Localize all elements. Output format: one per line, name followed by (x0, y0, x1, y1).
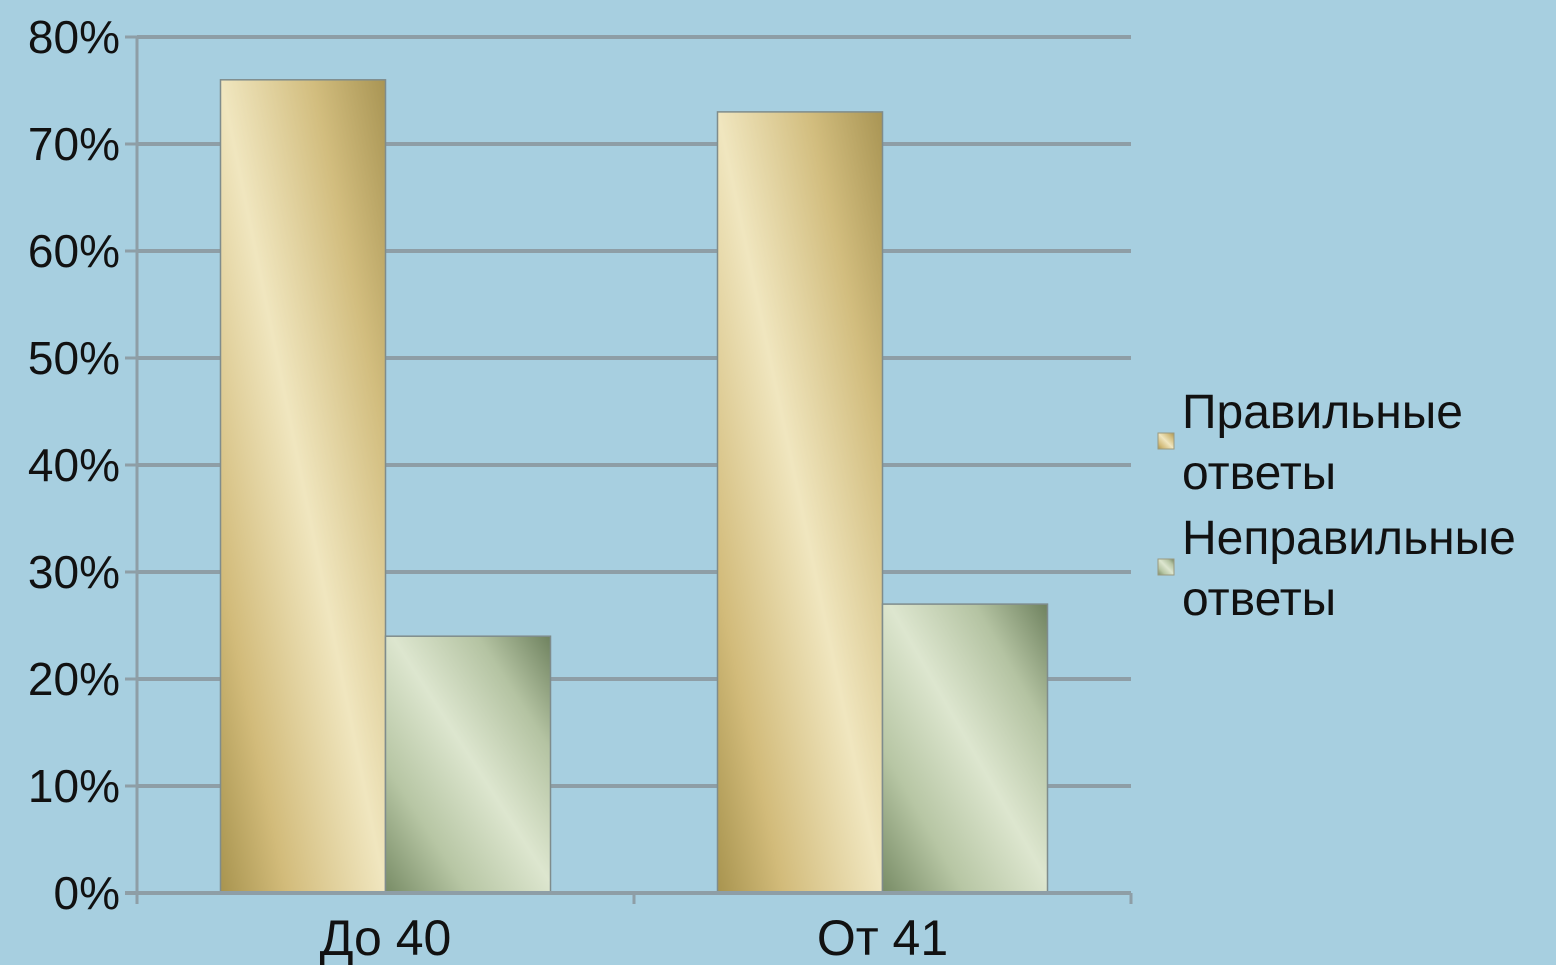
y-tick-label: 80% (28, 11, 120, 63)
y-tick-labels: 0% 10% 20% 30% 40% 50% 60% 70% 80% (28, 11, 120, 919)
bar (384, 635, 552, 894)
x-category-label: От 41 (817, 910, 948, 965)
bar (881, 603, 1049, 894)
y-tick-label: 50% (28, 332, 120, 384)
bars (219, 79, 1049, 894)
y-tick-label: 10% (28, 760, 120, 812)
y-tick-label: 0% (54, 867, 120, 919)
y-tick-label: 70% (28, 118, 120, 170)
bar (716, 111, 884, 894)
y-tick-label: 60% (28, 225, 120, 277)
axes (125, 35, 1133, 904)
legend-swatch (1157, 432, 1175, 450)
bar (219, 79, 387, 894)
x-category-label: До 40 (320, 910, 452, 965)
legend-swatch (1157, 558, 1175, 576)
legend: Правильные ответы Неправильные ответы (1157, 386, 1516, 626)
legend-label: Неправильные ответы (1182, 512, 1516, 626)
legend-label: Правильные ответы (1182, 386, 1463, 500)
x-category-labels: До 40 От 41 (320, 910, 949, 965)
y-tick-label: 20% (28, 653, 120, 705)
y-tick-label: 40% (28, 439, 120, 491)
y-tick-label: 30% (28, 546, 120, 598)
